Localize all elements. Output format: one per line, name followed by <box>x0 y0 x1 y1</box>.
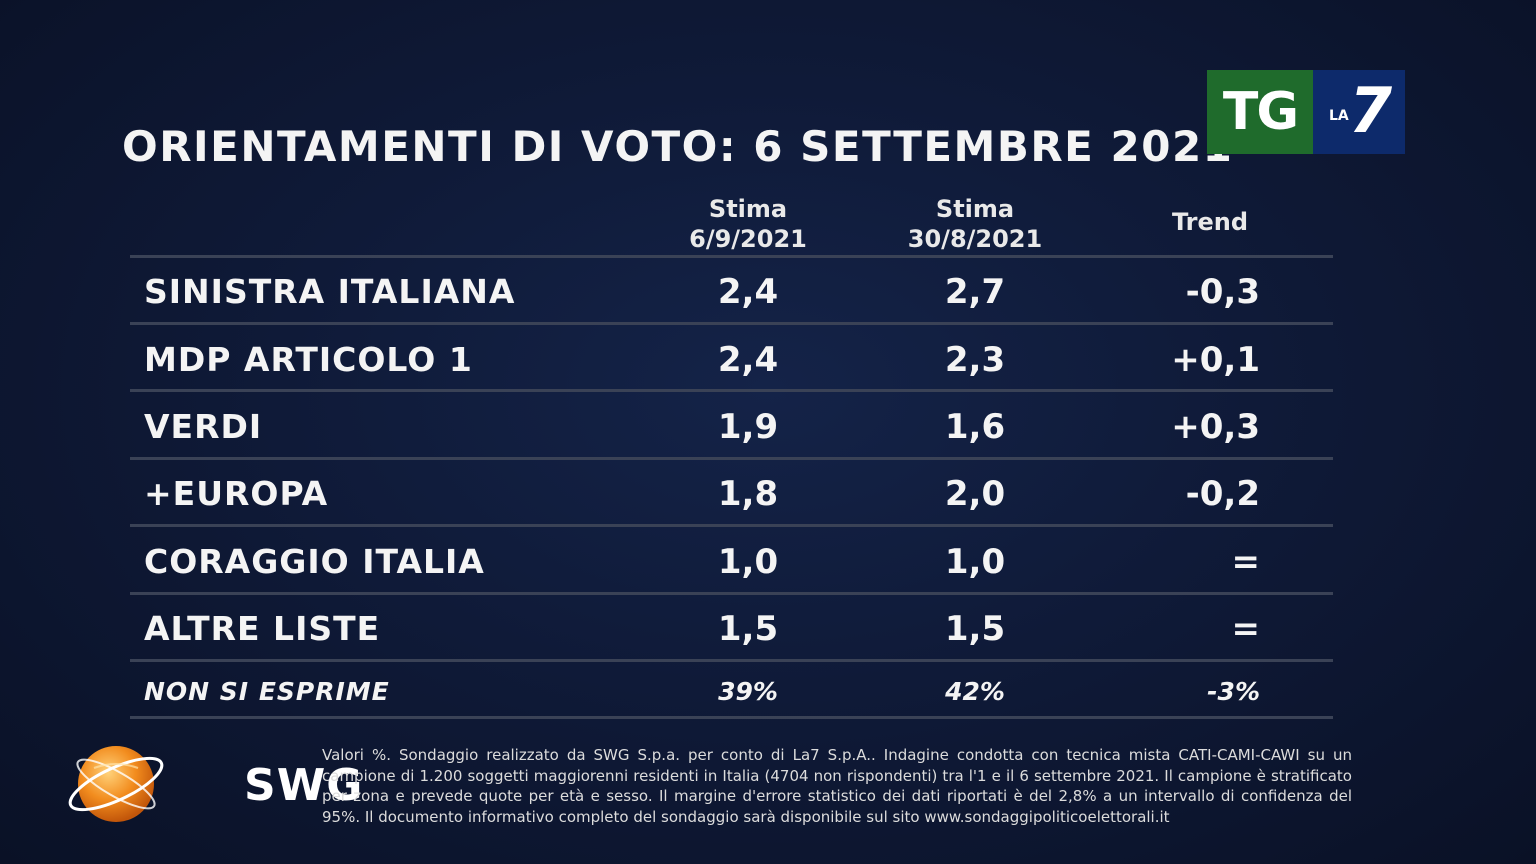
party-name: +EUROPA <box>144 474 329 513</box>
tg-la7-logo: TG LA 7 <box>1207 70 1405 154</box>
column-header-line: 6/9/2021 <box>689 225 807 253</box>
estimate-previous: 42% <box>945 677 1005 706</box>
trend-value: = <box>1231 609 1261 649</box>
estimate-current: 2,4 <box>717 272 779 312</box>
estimate-previous: 2,3 <box>944 340 1006 380</box>
tg-logo-text: TG <box>1207 70 1313 154</box>
page-title: ORIENTAMENTI DI VOTO: 6 SETTEMBRE 2021 <box>122 122 1234 171</box>
table-row-undecided: NON SI ESPRIME 39% 42% -3% <box>130 660 1333 724</box>
estimate-previous: 1,6 <box>944 407 1006 447</box>
estimate-current: 39% <box>718 677 778 706</box>
estimate-previous: 2,0 <box>944 474 1006 514</box>
table-row: VERDI 1,9 1,6 +0,3 <box>130 395 1333 459</box>
la7-logo-small: LA <box>1329 108 1349 124</box>
estimate-current: 2,4 <box>717 340 779 380</box>
party-name: MDP ARTICOLO 1 <box>144 340 473 379</box>
party-name: VERDI <box>144 407 263 446</box>
trend-value: -0,3 <box>1185 272 1260 312</box>
swg-logo-text: SWG <box>244 760 364 811</box>
table-row: +EUROPA 1,8 2,0 -0,2 <box>130 462 1333 526</box>
party-name: SINISTRA ITALIANA <box>144 272 516 311</box>
table-divider <box>130 322 1333 325</box>
party-name: ALTRE LISTE <box>144 609 381 648</box>
trend-value: = <box>1231 542 1261 582</box>
trend-value: +0,3 <box>1171 407 1260 447</box>
trend-value: -3% <box>1207 677 1260 706</box>
table-divider <box>130 524 1333 527</box>
column-header-trend: Trend <box>1171 208 1249 236</box>
estimate-previous: 1,5 <box>944 609 1006 649</box>
table-divider <box>130 716 1333 719</box>
column-header-stima-6-9: Stima 6/9/2021 <box>648 194 848 254</box>
swg-logo: SWG <box>64 738 362 830</box>
party-name: CORAGGIO ITALIA <box>144 542 485 581</box>
table-divider <box>130 592 1333 595</box>
estimate-previous: 2,7 <box>944 272 1006 312</box>
party-name: NON SI ESPRIME <box>144 677 390 706</box>
estimate-current: 1,5 <box>717 609 779 649</box>
column-header-line: 30/8/2021 <box>907 225 1043 253</box>
la7-logo-number: 7 <box>1349 74 1393 147</box>
column-header-stima-30-8: Stima 30/8/2021 <box>875 194 1075 254</box>
globe-icon <box>68 746 164 822</box>
estimate-current: 1,9 <box>717 407 779 447</box>
table-row: ALTRE LISTE 1,5 1,5 = <box>130 597 1333 661</box>
table-divider <box>130 457 1333 460</box>
table-divider <box>130 389 1333 392</box>
trend-value: +0,1 <box>1171 340 1260 380</box>
table-row: SINISTRA ITALIANA 2,4 2,7 -0,3 <box>130 260 1333 324</box>
trend-value: -0,2 <box>1185 474 1260 514</box>
estimate-current: 1,8 <box>717 474 779 514</box>
column-header-line: Stima <box>708 195 788 223</box>
estimate-current: 1,0 <box>717 542 779 582</box>
table-row: CORAGGIO ITALIA 1,0 1,0 = <box>130 530 1333 594</box>
estimate-previous: 1,0 <box>944 542 1006 582</box>
la7-logo: LA 7 <box>1313 70 1405 154</box>
table-row: MDP ARTICOLO 1 2,4 2,3 +0,1 <box>130 328 1333 392</box>
table-divider <box>130 659 1333 662</box>
column-header-line: Stima <box>935 195 1015 223</box>
table-divider <box>130 255 1333 258</box>
methodology-note: Valori %. Sondaggio realizzato da SWG S.… <box>322 746 1352 826</box>
